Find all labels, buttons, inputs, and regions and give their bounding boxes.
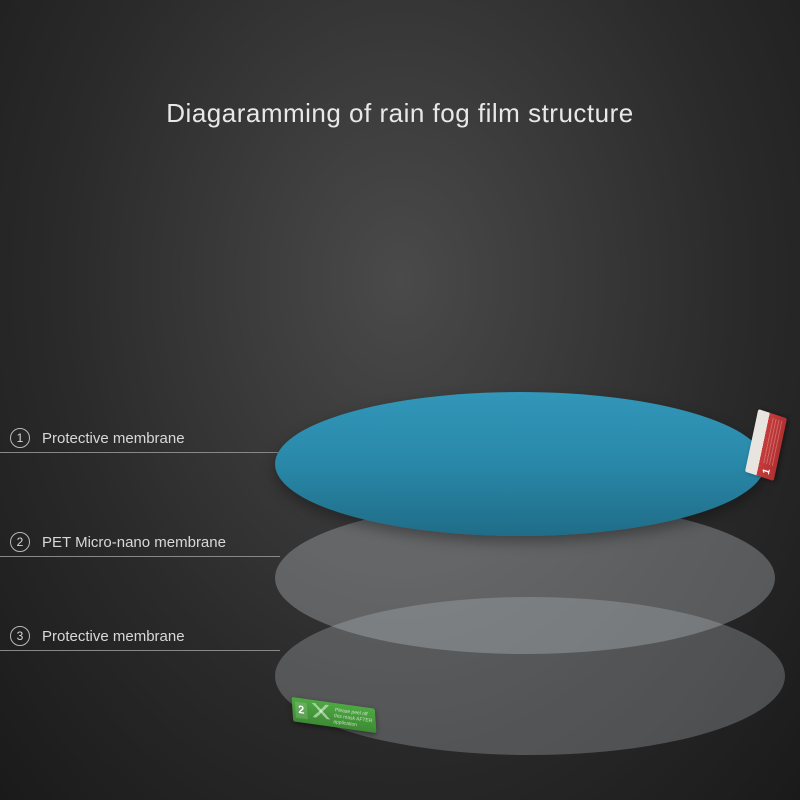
layer-label-2: 2 PET Micro-nano membrane — [0, 532, 226, 552]
layer-number-3: 3 — [10, 626, 30, 646]
layer-text-1: Protective membrane — [42, 430, 185, 447]
layer-underline-1 — [0, 452, 280, 453]
peel-tab-green-text: Please peel off this mask AFTER applicat… — [333, 707, 377, 731]
layer-number-2: 2 — [10, 532, 30, 552]
layer-underline-2 — [0, 556, 280, 557]
layer-label-3: 3 Protective membrane — [0, 626, 185, 646]
layer-text-2: PET Micro-nano membrane — [42, 534, 226, 551]
layer-text-3: Protective membrane — [42, 628, 185, 645]
layer-label-1: 1 Protective membrane — [0, 428, 185, 448]
diagram-title: Diagaramming of rain fog film structure — [0, 98, 800, 129]
peel-tab-red-icon — [745, 409, 787, 481]
layer-underline-3 — [0, 650, 280, 651]
layer-ellipse-1 — [275, 392, 765, 536]
layer-number-1: 1 — [10, 428, 30, 448]
